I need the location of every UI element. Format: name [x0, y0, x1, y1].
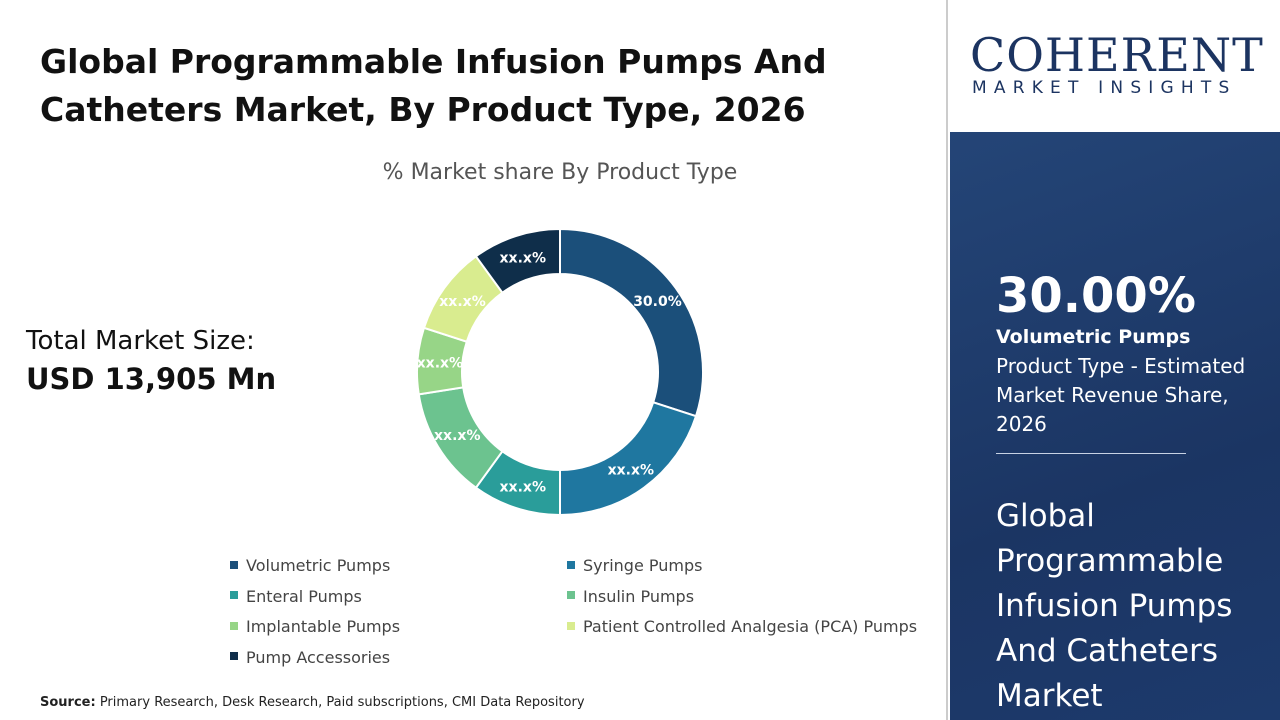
total-market-value: USD 13,905 Mn	[26, 362, 277, 396]
data-label-6: xx.x%	[500, 250, 546, 266]
market-name: Global Programmable Infusion Pumps And C…	[996, 498, 1233, 714]
data-label-0: 30.0%	[633, 294, 682, 310]
highlight-panel: 30.00% Volumetric Pumps Product Type - E…	[950, 132, 1280, 720]
divider	[996, 453, 1186, 454]
highlight-description: Product Type - Estimated Market Revenue …	[996, 354, 1246, 436]
chart-area: Global Programmable Infusion Pumps And C…	[26, 0, 948, 720]
highlight-segment: Volumetric Pumps	[996, 326, 1191, 348]
legend-swatch	[567, 591, 575, 599]
legend-label: Enteral Pumps	[246, 586, 362, 606]
chart-title: % Market share By Product Type	[382, 160, 738, 185]
legend-label: Syringe Pumps	[583, 556, 703, 575]
logo: COHERENT MARKET INSIGHTS	[950, 0, 1280, 132]
logo-tagline: MARKET INSIGHTS	[972, 78, 1237, 98]
legend-label: Insulin Pumps	[583, 586, 695, 606]
data-label-1: xx.x%	[608, 462, 654, 478]
total-market-label: Total Market Size:	[26, 326, 255, 356]
donut-slice-6	[474, 227, 561, 295]
donut-chart: 30.0% xx.x% xx.x% xx.x% xx.x% xx.x% xx.x%	[416, 227, 704, 517]
legend-label: Patient Controlled Analgesia (PCA) Pumps	[583, 617, 918, 636]
page-title: Global Programmable Infusion Pumps And C…	[40, 42, 827, 129]
logo-name: COHERENT	[970, 28, 1264, 82]
legend-item-4: Implantable Pumps	[230, 617, 400, 636]
highlight-percent: 30.00%	[996, 268, 1196, 324]
data-label-3: xx.x%	[434, 428, 480, 444]
data-label-2: xx.x%	[500, 480, 546, 496]
legend-swatch	[230, 591, 238, 599]
legend-swatch	[230, 621, 238, 630]
legend-label: Pump Accessories	[246, 647, 391, 667]
donut-slice-0	[559, 227, 704, 418]
legend-item-5: Patient Controlled Analgesia (PCA) Pumps	[567, 617, 917, 636]
legend-swatch	[567, 621, 575, 630]
legend-swatch	[230, 560, 238, 569]
legend-item-3: Insulin Pumps	[567, 587, 694, 606]
data-label-4: xx.x%	[417, 356, 463, 372]
legend-item-2: Enteral Pumps	[230, 587, 362, 606]
summary-panel: COHERENT MARKET INSIGHTS 30.00% Volumetr…	[950, 0, 1280, 720]
source-note: Source: Primary Research, Desk Research,…	[40, 695, 585, 710]
legend-item-0: Volumetric Pumps	[230, 556, 390, 575]
source-text: Primary Research, Desk Research, Paid su…	[95, 695, 585, 710]
legend-swatch	[567, 560, 575, 569]
legend-item-6: Pump Accessories	[230, 648, 390, 667]
donut-slice-1	[559, 401, 698, 517]
source-label: Source:	[40, 695, 96, 710]
legend-label: Volumetric Pumps	[246, 556, 391, 575]
data-label-5: xx.x%	[439, 294, 485, 310]
legend-item-1: Syringe Pumps	[567, 556, 702, 575]
legend-label: Implantable Pumps	[246, 617, 401, 636]
legend-swatch	[230, 652, 238, 660]
